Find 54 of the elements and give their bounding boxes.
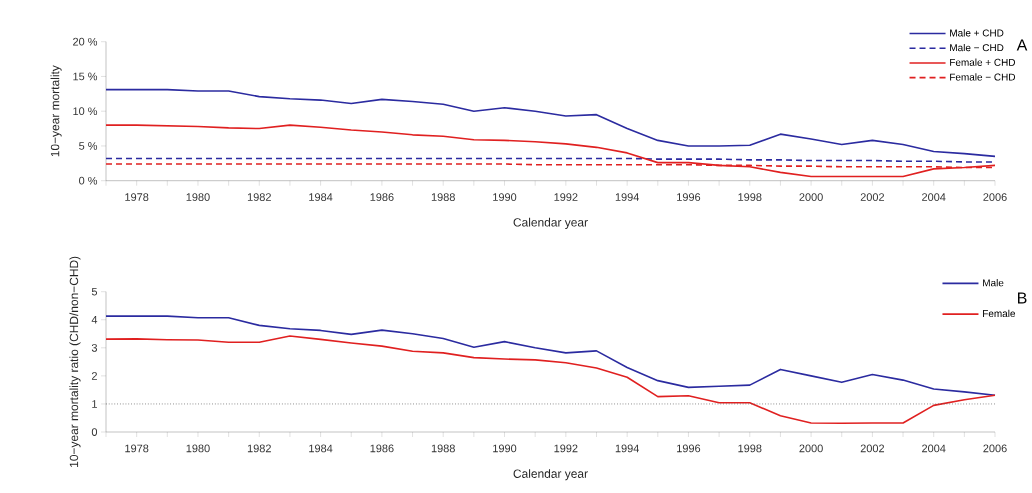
x-tick-label: 1988 [431, 193, 455, 201]
y-tick-label: 3 [91, 343, 98, 352]
x-tick-label: 1980 [186, 444, 210, 453]
x-tick-label: 1990 [493, 444, 517, 453]
x-tick-label: 2004 [922, 444, 946, 453]
text: B [1018, 292, 1027, 304]
y-axis-title: 10−year mortality [50, 65, 62, 157]
y-tick-label: 15 % [73, 72, 98, 81]
legend-label: Female + CHD [950, 58, 1015, 66]
x-tick-label: 1986 [370, 444, 394, 453]
x-axis-title: Calendar year [513, 469, 588, 481]
legend-label: Male + CHD [950, 29, 1004, 37]
x-tick-label: 1998 [738, 193, 762, 201]
x-tick-label: 2000 [799, 444, 823, 453]
x-tick-label: 1984 [309, 444, 333, 453]
x-tick-label: 2004 [922, 193, 946, 201]
x-tick-label: 1982 [247, 193, 271, 201]
x-tick-label: 1996 [677, 193, 701, 201]
x-tick-label: 1982 [247, 444, 271, 453]
x-tick-label: 1998 [738, 444, 762, 453]
x-tick-label: 1986 [370, 193, 394, 201]
x-tick-label: 1978 [125, 193, 149, 201]
x-tick-label: 1996 [677, 444, 701, 453]
x-axis-title: Calendar year [513, 217, 588, 229]
y-tick-label: 10 % [73, 107, 98, 116]
y-tick-label: 4 [91, 316, 98, 324]
y-tick-label: 2 [91, 372, 97, 380]
y-tick-label: 5 % [79, 142, 98, 150]
x-tick-label: 1990 [493, 193, 517, 201]
x-tick-label: 1978 [125, 444, 149, 453]
text: A [1016, 39, 1028, 51]
legend-label: Female − CHD [950, 73, 1015, 81]
x-tick-label: 1984 [309, 193, 333, 201]
y-axis-title: 10−year mortality ratio (CHD/non−CHD) [69, 256, 81, 467]
y-tick-label: 0 % [79, 176, 98, 185]
x-tick-label: 2000 [799, 193, 823, 201]
x-tick-label: 1992 [554, 444, 578, 453]
x-tick-label: 2002 [860, 444, 885, 453]
x-tick-label: 1988 [431, 444, 455, 453]
legend-label: Female [983, 309, 1016, 318]
x-tick-label: 2002 [860, 193, 885, 201]
x-tick-label: 1994 [615, 193, 639, 201]
x-tick-label: 1994 [615, 444, 639, 453]
x-tick-label: 1980 [186, 193, 210, 201]
x-tick-label: 2006 [983, 444, 1007, 453]
y-tick-label: 20 % [73, 37, 98, 46]
y-tick-label: 1 [92, 400, 97, 408]
y-tick-label: 5 [91, 287, 98, 296]
legend-label: Male − CHD [950, 43, 1004, 52]
x-tick-label: 2006 [983, 193, 1007, 201]
x-tick-label: 1992 [554, 193, 578, 201]
legend-label: Male [983, 279, 1004, 287]
y-tick-label: 0 [91, 428, 98, 436]
line-series [105, 335, 996, 425]
